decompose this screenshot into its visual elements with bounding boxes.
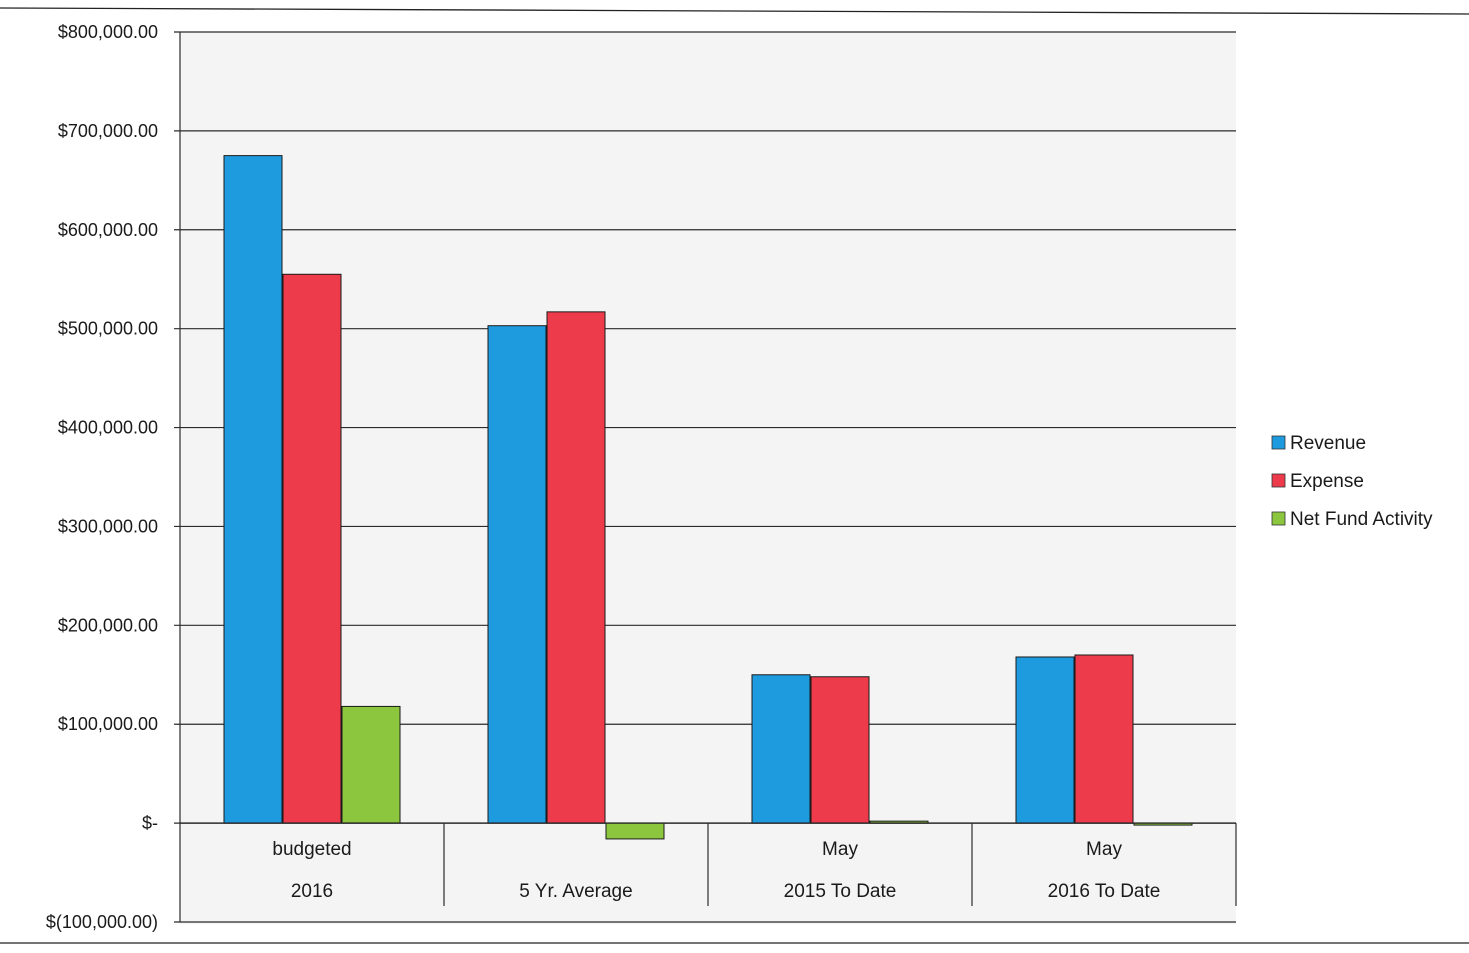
y-tick-label: $800,000.00 (58, 22, 158, 42)
category-label: May (1086, 839, 1122, 860)
legend-label: Expense (1290, 471, 1364, 492)
bar-series (223, 155, 1193, 840)
bar-revenue (751, 674, 811, 824)
category-label: 5 Yr. Average (519, 881, 632, 902)
legend-swatch (1271, 473, 1286, 488)
legend-swatch (1271, 435, 1286, 450)
bar-expense (810, 676, 870, 824)
legend-label: Net Fund Activity (1290, 509, 1433, 530)
x-axis: budgeted 2016 5 Yr. Average May 2015 To Date… (180, 822, 1237, 906)
legend-swatch (1271, 511, 1286, 526)
bar-net-fund-activity (341, 705, 401, 824)
bar-expense (1074, 654, 1134, 824)
category-label: 2015 To Date (784, 881, 897, 902)
bar-expense (282, 273, 342, 824)
bar-expense (546, 311, 606, 824)
category-label: May (822, 839, 858, 860)
y-tick-label: $- (142, 813, 158, 833)
y-tick-label: $(100,000.00) (46, 912, 158, 932)
legend: Revenue Expense Net Fund Activity (1271, 433, 1433, 530)
frame-top-border (0, 7, 1469, 15)
y-tick-label: $400,000.00 (58, 418, 158, 438)
y-tick-label: $300,000.00 (58, 516, 158, 536)
y-tick-label: $200,000.00 (58, 615, 158, 635)
legend-label: Revenue (1290, 433, 1366, 454)
category-label: budgeted (272, 839, 351, 860)
category-label: 2016 (291, 881, 333, 902)
y-axis-tick-labels: $800,000.00 $700,000.00 $600,000.00 $500,00… (46, 22, 158, 932)
y-tick-label: $100,000.00 (58, 714, 158, 734)
y-tick-label: $600,000.00 (58, 220, 158, 240)
bar-revenue (223, 155, 283, 824)
category-label: 2016 To Date (1048, 881, 1161, 902)
y-tick-label: $500,000.00 (58, 319, 158, 339)
bar-revenue (1015, 656, 1075, 824)
bar-revenue (487, 325, 547, 824)
bar-net-fund-activity (605, 822, 665, 840)
y-tick-label: $700,000.00 (58, 121, 158, 141)
